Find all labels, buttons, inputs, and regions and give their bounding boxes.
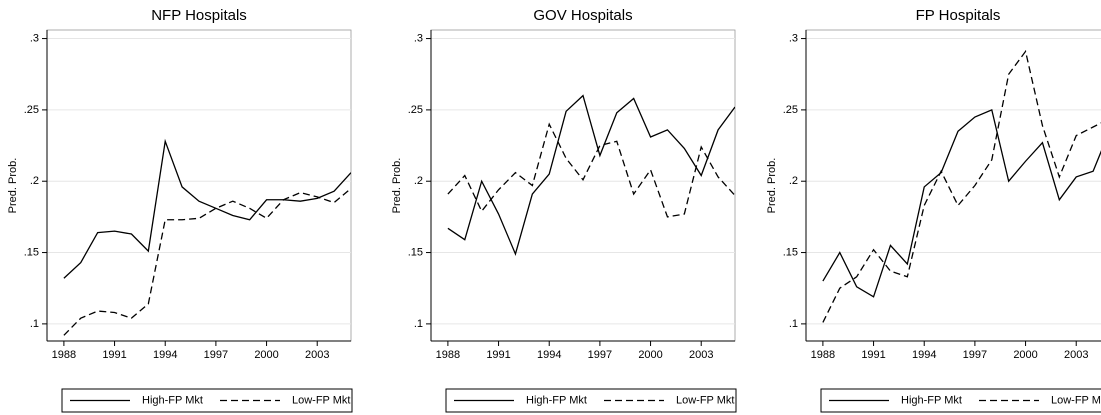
x-tick-label: 2000 [254, 349, 278, 361]
y-tick-label: .25 [408, 104, 423, 116]
legend-box [820, 388, 1101, 413]
series-line [63, 187, 351, 336]
series-line [63, 138, 351, 279]
x-tick-label: 1994 [153, 349, 177, 361]
legend-box [61, 388, 353, 413]
x-tick-label: 2000 [1013, 349, 1037, 361]
panel-title: GOV Hospitals [533, 7, 632, 24]
y-tick-label: .1 [414, 318, 423, 330]
y-tick-label: .2 [414, 175, 423, 187]
series-line [822, 49, 1101, 323]
y-tick-label: .3 [789, 32, 798, 44]
x-tick-label: 2000 [638, 349, 662, 361]
x-tick-label: 1997 [963, 349, 987, 361]
legend-label: Low-FP Mkt [676, 394, 734, 406]
y-tick-label: .2 [30, 175, 39, 187]
y-axis-label: Pred. Prob. [766, 158, 778, 214]
plot-area [46, 29, 352, 342]
legend-label: High-FP Mkt [142, 394, 203, 406]
legend-label: Low-FP Mkt [1051, 394, 1101, 406]
y-tick-label: .1 [789, 318, 798, 330]
series-line [447, 94, 735, 256]
panel-title: NFP Hospitals [151, 7, 247, 24]
x-tick-label: 2003 [689, 349, 713, 361]
y-tick-label: .3 [30, 32, 39, 44]
x-tick-label: 1997 [204, 349, 228, 361]
panel-title: FP Hospitals [916, 7, 1001, 24]
x-tick-label: 1991 [486, 349, 510, 361]
y-tick-label: .1 [30, 318, 39, 330]
series-line [822, 108, 1101, 298]
legend-box [445, 388, 737, 413]
y-tick-label: .2 [789, 175, 798, 187]
x-tick-label: 1991 [102, 349, 126, 361]
panel: NFP Hospitals Pred. Prob. .1 .15 .2 .25 .3 1988… [7, 7, 353, 413]
x-tick-label: 1988 [52, 349, 76, 361]
legend-label: High-FP Mkt [901, 394, 962, 406]
y-tick-label: .15 [408, 246, 423, 258]
y-tick-label: .15 [783, 246, 798, 258]
plot-area [805, 29, 1101, 342]
x-tick-label: 1988 [436, 349, 460, 361]
plot-area [430, 29, 736, 342]
y-tick-label: .15 [24, 246, 39, 258]
panel: GOV Hospitals Pred. Prob. .1 .15 .2 .25 .3 1988… [391, 7, 737, 413]
legend-label: High-FP Mkt [526, 394, 587, 406]
y-tick-label: .25 [24, 104, 39, 116]
series-line [447, 122, 735, 218]
x-tick-label: 1994 [912, 349, 936, 361]
legend-label: Low-FP Mkt [292, 394, 350, 406]
panel: FP Hospitals Pred. Prob. .1 .15 .2 .25 .3 1988 1… [766, 7, 1101, 413]
x-tick-label: 1994 [537, 349, 561, 361]
y-tick-label: .3 [414, 32, 423, 44]
y-axis-label: Pred. Prob. [7, 158, 19, 214]
x-tick-label: 1991 [861, 349, 885, 361]
y-axis-label: Pred. Prob. [391, 158, 403, 214]
x-tick-label: 2003 [1064, 349, 1088, 361]
x-tick-label: 1997 [588, 349, 612, 361]
x-tick-label: 2003 [305, 349, 329, 361]
x-tick-label: 1988 [811, 349, 835, 361]
y-tick-label: .25 [783, 104, 798, 116]
